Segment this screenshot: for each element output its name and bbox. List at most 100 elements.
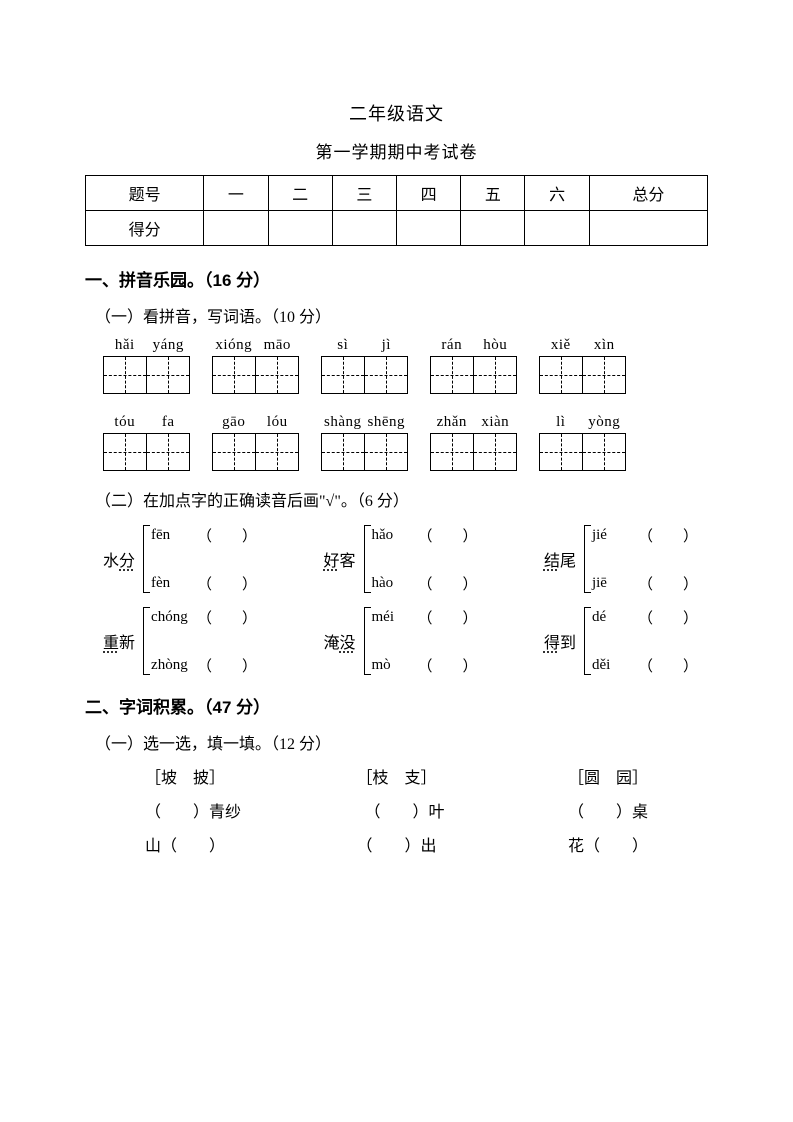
fill-blank[interactable]: （ ）叶 bbox=[364, 798, 444, 822]
tianzi-cell[interactable] bbox=[213, 434, 256, 470]
tianzi-cell[interactable] bbox=[256, 434, 298, 470]
fill-blank[interactable]: 山（ ） bbox=[145, 832, 225, 856]
pron-option[interactable]: dé（ ） bbox=[592, 603, 698, 631]
tianzi-grid[interactable] bbox=[539, 433, 626, 471]
score-input-cell[interactable] bbox=[461, 211, 525, 246]
tianzi-cell[interactable] bbox=[540, 434, 583, 470]
score-header-cell: 五 bbox=[461, 176, 525, 211]
pron-hanzi: 淹没 bbox=[323, 629, 355, 653]
tianzi-grid[interactable] bbox=[430, 433, 517, 471]
pron-choice-group: 好客 hǎo（ ） hào（ ） bbox=[323, 521, 477, 597]
pron-option[interactable]: hào（ ） bbox=[372, 569, 478, 597]
fill-row-b: 山（ ） （ ）出 花（ ） bbox=[145, 832, 648, 856]
score-table: 题号 一 二 三 四 五 六 总分 得分 bbox=[85, 175, 708, 246]
tianzi-cell[interactable] bbox=[365, 434, 407, 470]
pinyin-label: hǎiyáng bbox=[103, 337, 190, 354]
pinyin-syllable: xìn bbox=[583, 337, 627, 354]
pron-option[interactable]: jié（ ） bbox=[592, 521, 698, 549]
pinyin-syllable: xiàn bbox=[474, 414, 518, 431]
tianzi-cell[interactable] bbox=[322, 357, 365, 393]
pron-option[interactable]: hǎo（ ） bbox=[372, 521, 478, 549]
pinyin-block: ránhòu bbox=[430, 337, 517, 394]
tianzi-grid[interactable] bbox=[430, 356, 517, 394]
pinyin-block: lìyòng bbox=[539, 414, 626, 471]
fill-row-a: （ ）青纱 （ ）叶 （ ）桌 bbox=[145, 798, 648, 822]
tianzi-grid[interactable] bbox=[212, 356, 299, 394]
tianzi-grid[interactable] bbox=[321, 356, 408, 394]
pron-option[interactable]: fēn（ ） bbox=[151, 521, 257, 549]
tianzi-cell[interactable] bbox=[147, 357, 189, 393]
fill-blank[interactable]: 花（ ） bbox=[568, 832, 648, 856]
pron-bracket: méi（ ） mò（ ） bbox=[362, 603, 478, 679]
pron-option[interactable]: chóng（ ） bbox=[151, 603, 257, 631]
tianzi-cell[interactable] bbox=[365, 357, 407, 393]
pron-option[interactable]: mò（ ） bbox=[372, 651, 478, 679]
score-input-cell[interactable] bbox=[204, 211, 268, 246]
tianzi-grid[interactable] bbox=[103, 356, 190, 394]
pron-option[interactable]: fèn（ ） bbox=[151, 569, 257, 597]
pron-bracket: dé（ ） děi（ ） bbox=[582, 603, 698, 679]
tianzi-cell[interactable] bbox=[213, 357, 256, 393]
tianzi-grid[interactable] bbox=[321, 433, 408, 471]
pinyin-label: lìyòng bbox=[539, 414, 626, 431]
pron-option[interactable]: děi（ ） bbox=[592, 651, 698, 679]
pron-choice-group: 重新chóng（ ）zhòng（ ） bbox=[103, 603, 257, 679]
pinyin-block: sìjì bbox=[321, 337, 408, 394]
fill-blank[interactable]: （ ）桌 bbox=[568, 798, 648, 822]
tianzi-cell[interactable] bbox=[583, 434, 625, 470]
tianzi-cell[interactable] bbox=[256, 357, 298, 393]
pron-option[interactable]: jiē（ ） bbox=[592, 569, 698, 597]
pinyin-label: xióngmāo bbox=[212, 337, 299, 354]
pron-choice-group: 淹没 méi（ ） mò（ ） bbox=[323, 603, 477, 679]
fill-blank[interactable]: （ ）出 bbox=[356, 832, 436, 856]
pron-hanzi: 水分 bbox=[103, 547, 135, 571]
pron-bracket: fēn（ ） fèn（ ） bbox=[141, 521, 257, 597]
pinyin-syllable: lóu bbox=[256, 414, 300, 431]
pinyin-syllable: hǎi bbox=[103, 337, 147, 354]
pron-hanzi: 得到 bbox=[544, 629, 576, 653]
pron-bracket: jié（ ） jiē（ ） bbox=[582, 521, 698, 597]
tianzi-cell[interactable] bbox=[474, 357, 516, 393]
tianzi-cell[interactable] bbox=[583, 357, 625, 393]
score-header-cell: 一 bbox=[204, 176, 268, 211]
pron-hanzi: 结尾 bbox=[544, 547, 576, 571]
tianzi-cell[interactable] bbox=[431, 357, 474, 393]
pinyin-syllable: yòng bbox=[583, 414, 627, 431]
section-1-1-sub: （一）看拼音，写词语。（10 分） bbox=[95, 303, 708, 327]
score-input-cell[interactable] bbox=[268, 211, 332, 246]
tianzi-cell[interactable] bbox=[104, 434, 147, 470]
score-header-cell: 三 bbox=[332, 176, 396, 211]
score-header-cell: 题号 bbox=[86, 176, 204, 211]
tianzi-cell[interactable] bbox=[474, 434, 516, 470]
tianzi-grid[interactable] bbox=[212, 433, 299, 471]
pron-option[interactable]: méi（ ） bbox=[372, 603, 478, 631]
pinyin-label: gāolóu bbox=[212, 414, 299, 431]
pron-hanzi: 好客 bbox=[323, 547, 355, 571]
pinyin-syllable: rán bbox=[430, 337, 474, 354]
pinyin-syllable: lì bbox=[539, 414, 583, 431]
fill-blank[interactable]: （ ）青纱 bbox=[145, 798, 241, 822]
tianzi-cell[interactable] bbox=[322, 434, 365, 470]
pinyin-row-2: tóufagāolóushàngshēngzhǎnxiànlìyòng bbox=[103, 414, 708, 471]
pron-option[interactable]: zhòng（ ） bbox=[151, 651, 257, 679]
pinyin-syllable: shàng bbox=[321, 414, 365, 431]
score-value-row: 得分 bbox=[86, 211, 708, 246]
tianzi-grid[interactable] bbox=[103, 433, 190, 471]
pinyin-syllable: shēng bbox=[365, 414, 409, 431]
tianzi-cell[interactable] bbox=[540, 357, 583, 393]
options-row: ［坡 披］ ［枝 支］ ［圆 园］ bbox=[145, 764, 648, 788]
tianzi-cell[interactable] bbox=[147, 434, 189, 470]
score-header-row: 题号 一 二 三 四 五 六 总分 bbox=[86, 176, 708, 211]
tianzi-cell[interactable] bbox=[431, 434, 474, 470]
score-input-cell[interactable] bbox=[525, 211, 589, 246]
page-title-grade: 二年级语文 bbox=[85, 100, 708, 126]
tianzi-grid[interactable] bbox=[539, 356, 626, 394]
pinyin-label: tóufa bbox=[103, 414, 190, 431]
score-input-cell[interactable] bbox=[332, 211, 396, 246]
pinyin-block: xiěxìn bbox=[539, 337, 626, 394]
score-input-cell[interactable] bbox=[396, 211, 460, 246]
pron-bracket: chóng（ ） zhòng（ ） bbox=[141, 603, 257, 679]
option-pair: ［坡 披］ bbox=[145, 764, 225, 788]
score-input-cell[interactable] bbox=[589, 211, 707, 246]
tianzi-cell[interactable] bbox=[104, 357, 147, 393]
